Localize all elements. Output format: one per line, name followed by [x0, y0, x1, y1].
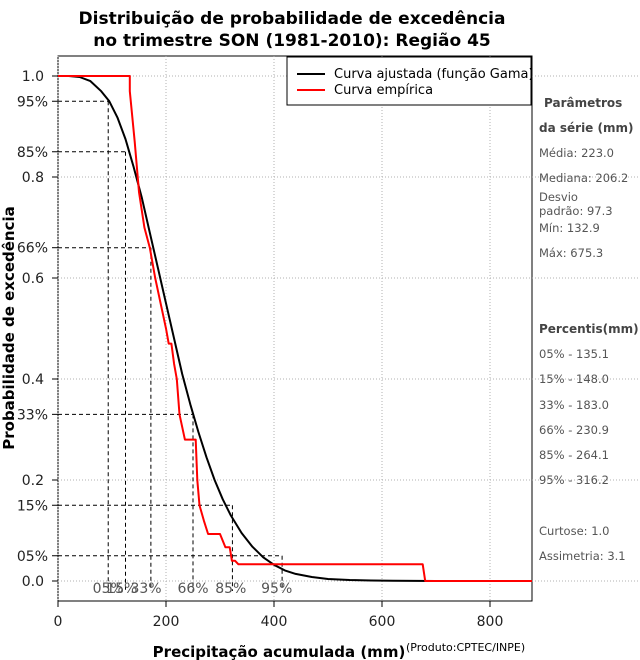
x-axis-label: Precipitação acumulada (mm) — [153, 643, 406, 660]
y-percent-label: 95% — [17, 94, 48, 110]
percentis-title: Percentis(mm) — [539, 322, 639, 336]
stat-assimetria: Assimetria: 3.1 — [539, 549, 626, 563]
legend-label-fitted: Curva ajustada (função Gama) — [334, 67, 534, 82]
params-title-2: da série (mm) — [539, 121, 633, 135]
stat-mediana: Mediana: 206.2 — [539, 171, 628, 185]
y-tick-label: 0.0 — [22, 574, 44, 590]
stat-max: Máx: 675.3 — [539, 246, 603, 260]
stat-desvio-1: Desvio — [539, 190, 578, 204]
percentil-95: 95% - 316.2 — [539, 473, 609, 487]
plot-frame — [57, 55, 533, 602]
x-tick-label: 800 — [477, 614, 504, 630]
y-percent-label: 85% — [17, 145, 48, 161]
x-tick-label: 200 — [153, 614, 180, 630]
y-tick-label: 0.8 — [22, 170, 44, 186]
y-tick-label: 1.0 — [22, 69, 44, 85]
percentil-33: 33% - 183.0 — [539, 398, 609, 412]
credit-note: (Produto:CPTEC/INPE) — [406, 641, 525, 654]
chart-title-line-2: no trimestre SON (1981-2010): Região 45 — [93, 31, 490, 51]
y-tick-label: 0.4 — [22, 372, 44, 388]
y-tick-label: 0.2 — [22, 473, 44, 489]
percentil-85: 85% - 264.1 — [539, 448, 609, 462]
x-tick-label: 600 — [369, 614, 396, 630]
stat-curtose: Curtose: 1.0 — [539, 524, 609, 538]
series-group — [58, 75, 532, 582]
legend-box — [286, 56, 532, 106]
y-percent-label: 66% — [17, 241, 48, 257]
percentile-x-label: 33% — [130, 581, 161, 597]
percentil-05: 05% - 135.1 — [539, 347, 609, 361]
chart-title-line-1: Distribuição de probabilidade de excedên… — [79, 9, 506, 29]
params-title-1: Parâmetros — [544, 96, 622, 110]
stat-min: Mín: 132.9 — [539, 221, 600, 235]
stat-desvio-2: padrão: 97.3 — [539, 204, 613, 218]
x-axis-ticks: 0 200 400 600 800 — [54, 601, 504, 630]
percentile-x-label: 85% — [215, 581, 246, 597]
percentile-x-label: 66% — [177, 581, 208, 597]
percentile-x-labels: 05%15%33% 66% 85% 95% — [93, 581, 293, 597]
y-axis-label: Probabilidade de excedência — [0, 206, 18, 450]
y-percent-label: 15% — [17, 498, 48, 514]
legend: Curva ajustada (função Gama) Curva empír… — [286, 56, 534, 106]
percentile-x-label: 15% — [106, 581, 137, 597]
y-axis-ticks: 0.0 0.2 0.4 0.6 0.8 1.0 95% 85% 66% 33% 15% 05% — [17, 69, 58, 590]
percentile-x-label: 95% — [261, 581, 292, 597]
empirical-curve — [58, 75, 532, 582]
y-percent-label: 05% — [17, 549, 48, 565]
fitted-gamma-curve — [58, 75, 437, 582]
x-tick-label: 0 — [54, 614, 63, 630]
percentil-15: 15% - 148.0 — [539, 372, 609, 386]
x-tick-label: 400 — [261, 614, 288, 630]
y-tick-label: 0.6 — [22, 271, 44, 287]
stat-media: Média: 223.0 — [539, 146, 614, 160]
percentile-x-label: 05% — [93, 581, 124, 597]
legend-label-empirical: Curva empírica — [334, 83, 433, 98]
percentil-66: 66% - 230.9 — [539, 423, 609, 437]
side-panel: Parâmetros da série (mm) Média: 223.0 Me… — [539, 96, 639, 563]
y-percent-label: 33% — [17, 407, 48, 423]
